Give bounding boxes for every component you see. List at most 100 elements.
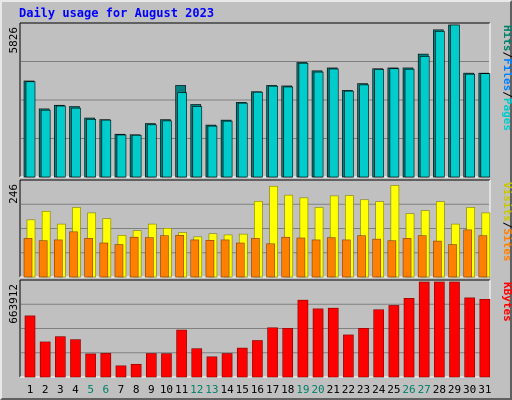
max-label-bottom: 663912 — [7, 284, 20, 324]
bar-kbytes — [327, 307, 339, 378]
bar-sites — [235, 242, 245, 278]
x-tick-label: 28 — [433, 383, 446, 396]
bar-files — [404, 68, 415, 178]
bar-kbytes — [418, 281, 430, 378]
right-label-part: Sites — [501, 228, 512, 261]
bar-kbytes — [206, 356, 218, 378]
x-tick-label: 7 — [118, 383, 125, 396]
bar-files — [146, 124, 157, 178]
bar-files — [298, 62, 309, 178]
bar-files — [116, 134, 127, 178]
right-label-part: KBytes — [501, 282, 512, 322]
x-tick-label: 20 — [311, 383, 324, 396]
right-label-top: Hits/Files/Pages — [501, 25, 512, 131]
bar-files — [56, 105, 66, 178]
right-label-part: Pages — [501, 98, 512, 131]
bar-sites — [84, 238, 93, 278]
x-tick-label: 25 — [387, 383, 400, 396]
bar-sites — [38, 240, 48, 278]
x-tick-label: 14 — [220, 383, 234, 396]
bar-sites — [23, 238, 33, 278]
bar-files — [374, 69, 385, 178]
x-tick-label: 13 — [205, 383, 218, 396]
x-tick-label: 29 — [448, 383, 461, 396]
bar-kbytes — [343, 334, 354, 378]
x-tick-label: 10 — [160, 383, 173, 396]
x-tick-label: 8 — [133, 383, 140, 396]
bar-files — [253, 91, 263, 178]
x-tick-label: 18 — [281, 383, 294, 396]
bar-files — [450, 24, 460, 178]
bar-kbytes — [403, 297, 415, 378]
x-tick-label: 23 — [357, 383, 370, 396]
bar-sites — [342, 239, 351, 278]
right-label-part: / — [501, 222, 512, 229]
bar-sites — [114, 244, 124, 278]
right-label-middle: Visits/Sites — [501, 182, 512, 262]
x-tick-label: 12 — [190, 383, 203, 396]
bar-files — [268, 85, 278, 178]
bar-files — [328, 68, 339, 178]
x-tick-label: 27 — [418, 383, 431, 396]
bar-files — [480, 73, 491, 178]
x-tick-label: 16 — [251, 383, 264, 396]
bar-files — [435, 31, 445, 178]
bar-files — [389, 68, 400, 178]
chart-title: Daily usage for August 2023 — [19, 6, 214, 20]
bar-files — [237, 102, 248, 178]
x-tick-label: 1 — [27, 383, 34, 396]
x-tick-label: 21 — [327, 383, 340, 396]
x-tick-label: 22 — [342, 383, 355, 396]
bar-sites — [478, 235, 488, 278]
bar-sites — [402, 238, 412, 278]
bar-kbytes — [434, 281, 445, 378]
bar-kbytes — [85, 353, 96, 378]
bar-files — [344, 90, 354, 178]
bar-sites — [326, 237, 336, 278]
bar-sites — [296, 237, 306, 278]
bar-kbytes — [55, 336, 66, 378]
bar-sites — [160, 235, 169, 278]
bar-kbytes — [176, 329, 187, 378]
bar-kbytes — [267, 327, 278, 378]
bar-files — [419, 56, 430, 178]
bar-kbytes — [130, 363, 142, 378]
bar-sites — [417, 235, 427, 278]
x-tick-label: 31 — [478, 383, 491, 396]
bar-files — [313, 71, 324, 178]
bar-sites — [266, 243, 275, 278]
bar-sites — [281, 236, 291, 278]
max-label-top: 5826 — [7, 27, 20, 54]
bar-kbytes — [282, 328, 294, 378]
bar-files — [283, 86, 294, 178]
x-tick-label: 2 — [42, 383, 49, 396]
bar-kbytes — [449, 281, 460, 378]
right-label-part: / — [501, 91, 512, 98]
x-tick-label: 4 — [72, 383, 79, 396]
bar-sites — [251, 238, 260, 278]
x-tick-label: 19 — [296, 383, 309, 396]
bar-files — [177, 92, 187, 178]
bar-kbytes — [388, 305, 400, 378]
x-tick-label: 9 — [148, 383, 155, 396]
bar-kbytes — [221, 353, 233, 378]
bar-files — [465, 73, 475, 178]
bar-sites — [463, 229, 472, 278]
bar-sites — [311, 239, 321, 278]
bar-kbytes — [479, 299, 491, 378]
right-label-part: Hits — [501, 25, 512, 52]
bar-sites — [99, 242, 109, 278]
right-label-part: Visits — [501, 182, 512, 222]
bar-kbytes — [115, 365, 127, 378]
bar-sites — [205, 240, 215, 278]
bar-sites — [433, 240, 442, 278]
x-tick-label: 11 — [175, 383, 188, 396]
x-tick-label: 24 — [372, 383, 386, 396]
bar-kbytes — [161, 353, 172, 378]
x-tick-label: 15 — [236, 383, 249, 396]
bar-kbytes — [100, 353, 112, 378]
x-tick-label: 5 — [87, 383, 94, 396]
bar-files — [192, 106, 203, 178]
bar-kbytes — [297, 299, 309, 378]
